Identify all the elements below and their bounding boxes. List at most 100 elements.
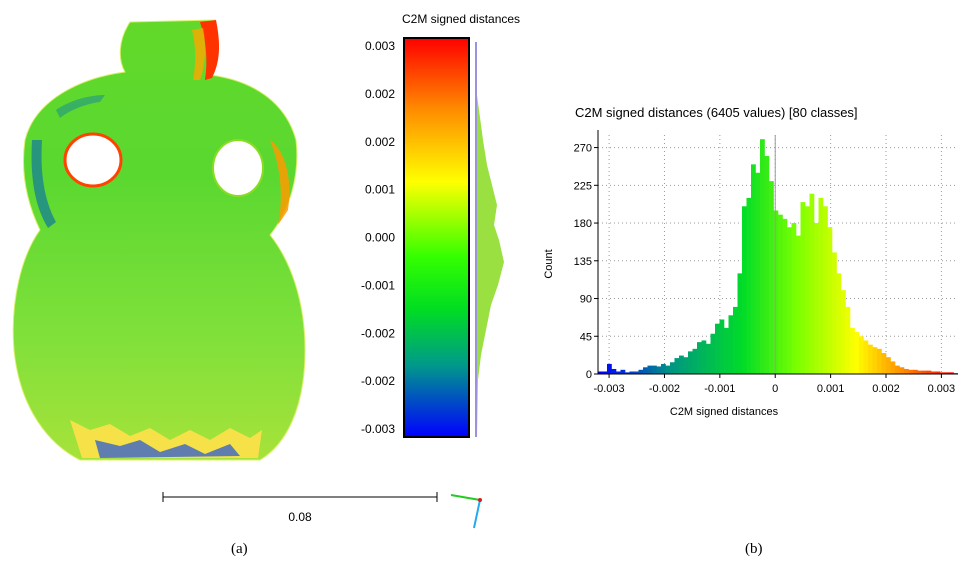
colorbar-tick-label: 0.002 bbox=[365, 135, 395, 149]
histogram-bar bbox=[908, 369, 914, 374]
histogram-bar bbox=[863, 340, 869, 374]
histogram-bar bbox=[715, 323, 720, 374]
colorbar-histogram bbox=[477, 95, 504, 437]
x-tick-label: 0 bbox=[772, 383, 778, 395]
histogram-bar bbox=[895, 365, 900, 374]
colorbar-tick-label: -0.002 bbox=[361, 326, 395, 340]
histogram-bar bbox=[818, 197, 824, 374]
histogram-bar bbox=[616, 371, 621, 374]
vase-base-blue bbox=[95, 440, 240, 458]
histogram-bar bbox=[625, 372, 630, 374]
histogram-bar bbox=[634, 371, 639, 374]
y-tick-label: 135 bbox=[574, 256, 592, 268]
histogram-bar bbox=[620, 369, 626, 374]
colorbar-tick-label: -0.001 bbox=[361, 278, 395, 292]
histogram-bar bbox=[728, 315, 734, 374]
histogram-bar bbox=[598, 371, 603, 374]
histogram-bar bbox=[886, 357, 891, 374]
histogram-bar bbox=[940, 372, 945, 374]
vase-hole-right bbox=[212, 139, 264, 197]
histogram-bar bbox=[922, 370, 927, 374]
histogram-bar bbox=[899, 367, 905, 374]
histogram-bar bbox=[701, 340, 707, 374]
vase-left-handle-blue bbox=[31, 140, 56, 228]
histogram-bar bbox=[805, 206, 810, 374]
histogram-bar bbox=[710, 333, 716, 374]
vase-model bbox=[12, 19, 306, 461]
histogram-bar bbox=[926, 370, 932, 374]
histogram-bar bbox=[814, 223, 819, 374]
histogram-bar bbox=[697, 342, 702, 374]
histogram-bar bbox=[845, 306, 851, 374]
x-tick-label: 0.003 bbox=[928, 383, 956, 395]
histogram-bar bbox=[679, 355, 684, 374]
histogram-bar bbox=[769, 181, 774, 374]
histogram-bar bbox=[881, 353, 887, 374]
vase-left-handle-blue-2 bbox=[56, 95, 105, 118]
histogram-bar bbox=[850, 327, 855, 374]
histogram-bar bbox=[643, 367, 648, 374]
histogram-bar bbox=[661, 363, 666, 374]
histogram-bar bbox=[737, 273, 743, 374]
histogram-bar bbox=[913, 369, 918, 374]
x-axis-label: C2M signed distances bbox=[670, 406, 779, 418]
histogram-bar bbox=[823, 206, 828, 374]
y-tick-label: 0 bbox=[586, 369, 592, 381]
histogram-bar bbox=[719, 319, 725, 374]
y-tick-label: 45 bbox=[580, 331, 592, 343]
axis-tripod-y bbox=[473, 499, 481, 529]
histogram-bar bbox=[877, 348, 882, 374]
histogram-bar bbox=[742, 206, 747, 374]
histogram-bar bbox=[872, 347, 878, 374]
histogram-bar bbox=[931, 371, 936, 374]
histogram-bar bbox=[904, 368, 909, 374]
histogram-bar bbox=[917, 370, 923, 374]
colorbar bbox=[403, 37, 470, 438]
caption-a: (a) bbox=[231, 541, 248, 557]
histogram-plot: -0.003 -0.002 -0.001 0 0.001 0.002 0.003 0 45 90 1… bbox=[574, 130, 958, 395]
histogram-bar bbox=[692, 348, 698, 374]
axis-tripod-origin bbox=[478, 498, 482, 502]
histogram-bar bbox=[602, 371, 608, 374]
colorbar-tick-label: 0.002 bbox=[365, 87, 395, 101]
histogram-bar bbox=[733, 306, 738, 374]
histogram-bar bbox=[868, 344, 873, 374]
y-axis-label: Count bbox=[543, 249, 555, 278]
histogram-bar bbox=[787, 227, 792, 374]
vase-neck-red bbox=[200, 20, 220, 80]
axis-tripod-x bbox=[450, 494, 481, 501]
histogram-bar bbox=[751, 164, 756, 374]
vase-hole-left bbox=[63, 132, 123, 188]
histogram-bar bbox=[935, 371, 941, 374]
histogram-bar bbox=[670, 362, 675, 374]
y-tick-label: 180 bbox=[574, 218, 592, 230]
histogram-bar bbox=[683, 357, 689, 374]
histogram-bar bbox=[755, 172, 761, 374]
histogram-bar bbox=[859, 336, 864, 374]
histogram-bar bbox=[724, 327, 729, 374]
histogram-bar bbox=[949, 372, 954, 374]
vase-right-handle-orange bbox=[270, 140, 290, 225]
histogram-bar bbox=[841, 290, 846, 374]
histogram-bar bbox=[778, 214, 783, 374]
histogram-bar bbox=[832, 252, 837, 374]
vase-body bbox=[12, 19, 306, 461]
histogram-bar bbox=[647, 365, 653, 374]
histogram-bar bbox=[854, 332, 860, 374]
x-tick-label: 0.002 bbox=[872, 383, 900, 395]
x-tick-label: -0.002 bbox=[649, 383, 680, 395]
histogram-bar bbox=[638, 369, 644, 374]
scale-bar-label: 0.08 bbox=[288, 510, 312, 524]
histogram-bar bbox=[746, 197, 752, 374]
histogram-bar bbox=[791, 223, 797, 374]
x-tick-label: -0.001 bbox=[704, 383, 735, 395]
colorbar-tick-label: -0.003 bbox=[361, 422, 395, 436]
x-tick-label: 0.001 bbox=[817, 383, 845, 395]
histogram-bar bbox=[611, 368, 617, 374]
colorbar-title: C2M signed distances bbox=[402, 12, 520, 26]
histogram-bar bbox=[782, 218, 788, 374]
histogram-bar bbox=[764, 155, 770, 374]
colorbar-tick-label: 0.000 bbox=[365, 231, 395, 245]
y-tick-label: 270 bbox=[574, 143, 592, 155]
